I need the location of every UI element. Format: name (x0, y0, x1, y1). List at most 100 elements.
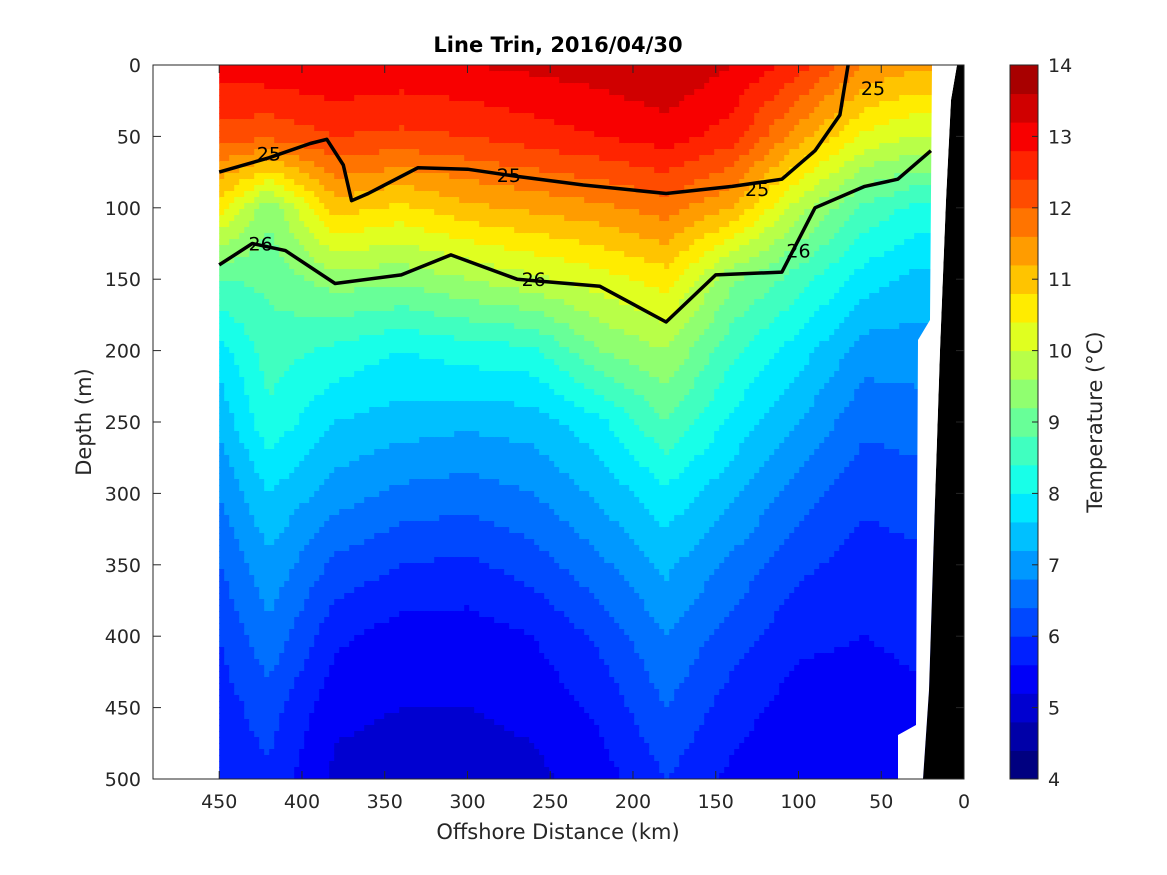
heatmap-cell (299, 467, 305, 474)
heatmap-cell (394, 551, 400, 558)
heatmap-cell (269, 737, 275, 744)
heatmap-cell (229, 407, 235, 414)
heatmap-cell (414, 239, 420, 246)
heatmap-cell (334, 389, 340, 396)
heatmap-cell (369, 299, 375, 306)
heatmap-cell (379, 515, 385, 522)
heatmap-cell (264, 185, 270, 192)
heatmap-cell (254, 161, 260, 168)
heatmap-cell (299, 227, 305, 234)
heatmap-cell (274, 395, 280, 402)
heatmap-cell (309, 143, 315, 150)
heatmap-cell (354, 665, 360, 672)
heatmap-cell (374, 107, 380, 114)
heatmap-cell (314, 701, 320, 708)
heatmap-cell (249, 323, 255, 330)
heatmap-cell (379, 455, 385, 462)
heatmap-cell (409, 173, 415, 180)
heatmap-cell (279, 377, 285, 384)
heatmap-cell (354, 455, 360, 462)
heatmap-cell (254, 503, 260, 510)
heatmap-cell (424, 143, 430, 150)
heatmap-cell (319, 257, 325, 264)
heatmap-cell (354, 185, 360, 192)
heatmap-cell (299, 587, 305, 594)
heatmap-cell (409, 485, 415, 492)
heatmap-cell (224, 653, 230, 660)
heatmap-cell (329, 713, 335, 720)
heatmap-cell (284, 179, 290, 186)
heatmap-cell (299, 383, 305, 390)
heatmap-cell (414, 221, 420, 228)
heatmap-cell (284, 425, 290, 432)
heatmap-cell (329, 557, 335, 564)
heatmap-cell (259, 197, 265, 204)
heatmap-cell (329, 683, 335, 690)
heatmap-cell (264, 161, 270, 168)
heatmap-cell (224, 365, 230, 372)
heatmap-cell (394, 629, 400, 636)
heatmap-cell (239, 449, 245, 456)
heatmap-cell (254, 653, 260, 660)
heatmap-cell (394, 725, 400, 732)
heatmap-cell (229, 227, 235, 234)
heatmap-cell (314, 161, 320, 168)
heatmap-cell (259, 275, 265, 282)
heatmap-cell (234, 113, 240, 120)
heatmap-cell (254, 767, 260, 774)
heatmap-cell (399, 599, 405, 606)
heatmap-cell (239, 575, 245, 582)
heatmap-cell (289, 365, 295, 372)
heatmap-cell (424, 437, 430, 444)
heatmap-cell (309, 605, 315, 612)
heatmap-cell (264, 233, 270, 240)
heatmap-cell (244, 269, 250, 276)
heatmap-cell (414, 395, 420, 402)
heatmap-cell (259, 203, 265, 210)
heatmap-cell (409, 125, 415, 132)
heatmap-cell (219, 257, 225, 264)
heatmap-cell (274, 521, 280, 528)
heatmap-cell (244, 179, 250, 186)
heatmap-cell (424, 431, 430, 438)
heatmap-cell (319, 77, 325, 84)
heatmap-cell (229, 221, 235, 228)
heatmap-cell (304, 281, 310, 288)
heatmap-cell (419, 173, 425, 180)
heatmap-cell (224, 227, 230, 234)
heatmap-cell (274, 431, 280, 438)
heatmap-cell (394, 611, 400, 618)
heatmap-cell (404, 743, 410, 750)
heatmap-cell (279, 737, 285, 744)
heatmap-cell (389, 623, 395, 630)
heatmap-cell (224, 515, 230, 522)
heatmap-cell (314, 191, 320, 198)
heatmap-cell (264, 395, 270, 402)
heatmap-cell (364, 311, 370, 318)
heatmap-cell (294, 515, 300, 522)
heatmap-cell (289, 395, 295, 402)
heatmap-cell (274, 221, 280, 228)
heatmap-cell (364, 665, 370, 672)
heatmap-cell (334, 209, 340, 216)
heatmap-cell (284, 641, 290, 648)
heatmap-cell (219, 557, 225, 564)
heatmap-cell (219, 347, 225, 354)
heatmap-cell (229, 677, 235, 684)
heatmap-cell (234, 485, 240, 492)
heatmap-cell (219, 383, 225, 390)
heatmap-cell (304, 389, 310, 396)
heatmap-cell (364, 383, 370, 390)
heatmap-cell (229, 527, 235, 534)
heatmap-cell (274, 107, 280, 114)
heatmap-cell (309, 461, 315, 468)
heatmap-cell (374, 443, 380, 450)
heatmap-cell (404, 197, 410, 204)
heatmap-cell (289, 461, 295, 468)
heatmap-cell (359, 473, 365, 480)
heatmap-cell (419, 623, 425, 630)
heatmap-cell (384, 707, 390, 714)
heatmap-cell (384, 395, 390, 402)
heatmap-cell (264, 149, 270, 156)
heatmap-cell (284, 503, 290, 510)
